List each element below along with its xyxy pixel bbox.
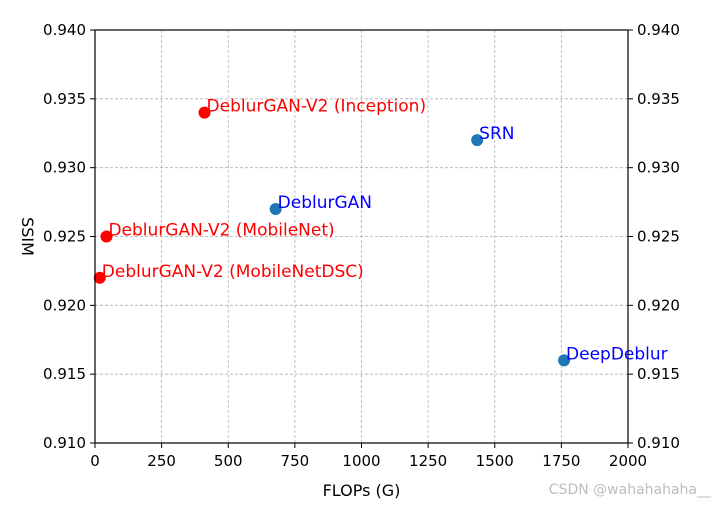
data-points: DeblurGAN-V2 (Inception) SRN DeblurGAN Debl…: [93, 97, 668, 367]
x-axis-label: FLOPs (G): [323, 481, 401, 500]
data-point-label: DeblurGAN-V2 (MobileNet): [108, 221, 334, 241]
y-tick-label-left: 0.910: [43, 434, 86, 452]
y-tick-label-right: 0.935: [637, 90, 680, 108]
plot-frame: [94, 29, 629, 444]
data-point: [198, 106, 211, 119]
data-point: [558, 354, 571, 367]
x-tick-label: 1000: [342, 452, 380, 470]
data-point: [100, 230, 113, 243]
y-tick-label-left: 0.935: [43, 90, 86, 108]
data-point-label: SRN: [479, 124, 514, 144]
x-tick-label: 0: [90, 452, 100, 470]
x-tick-label: 2000: [609, 452, 647, 470]
x-tick-label: 250: [147, 452, 176, 470]
y-axis-label: SSIM: [18, 217, 37, 256]
y-tick-label-right: 0.930: [637, 159, 680, 177]
data-point: [93, 271, 106, 284]
data-point-label: DeepDeblur: [566, 344, 668, 364]
watermark: CSDN @wahahahaha__: [549, 482, 712, 498]
y-tick-label-left: 0.915: [43, 365, 86, 383]
x-tick-label: 500: [214, 452, 243, 470]
y-tick-label-left: 0.930: [43, 159, 86, 177]
x-tick-label: 750: [281, 452, 310, 470]
y-tick-label-left: 0.940: [43, 21, 86, 39]
y-tick-label-left: 0.920: [43, 296, 86, 314]
data-point-label: DeblurGAN-V2 (Inception): [207, 97, 427, 117]
y-tick-label-left: 0.925: [43, 228, 86, 246]
y-tick-label-right: 0.940: [637, 21, 680, 39]
data-point: [269, 202, 282, 215]
y-tick-label-right: 0.920: [637, 296, 680, 314]
y-tick-label-right: 0.925: [637, 228, 680, 246]
data-point-label: DeblurGAN-V2 (MobileNetDSC): [102, 262, 364, 282]
x-tick-label: 1500: [476, 452, 514, 470]
data-point: [471, 134, 484, 147]
x-tick-label: 1750: [542, 452, 580, 470]
x-tick-label: 1250: [409, 452, 447, 470]
y-tick-label-right: 0.910: [637, 434, 680, 452]
y-tick-label-right: 0.915: [637, 365, 680, 383]
data-point-label: DeblurGAN: [278, 193, 372, 213]
